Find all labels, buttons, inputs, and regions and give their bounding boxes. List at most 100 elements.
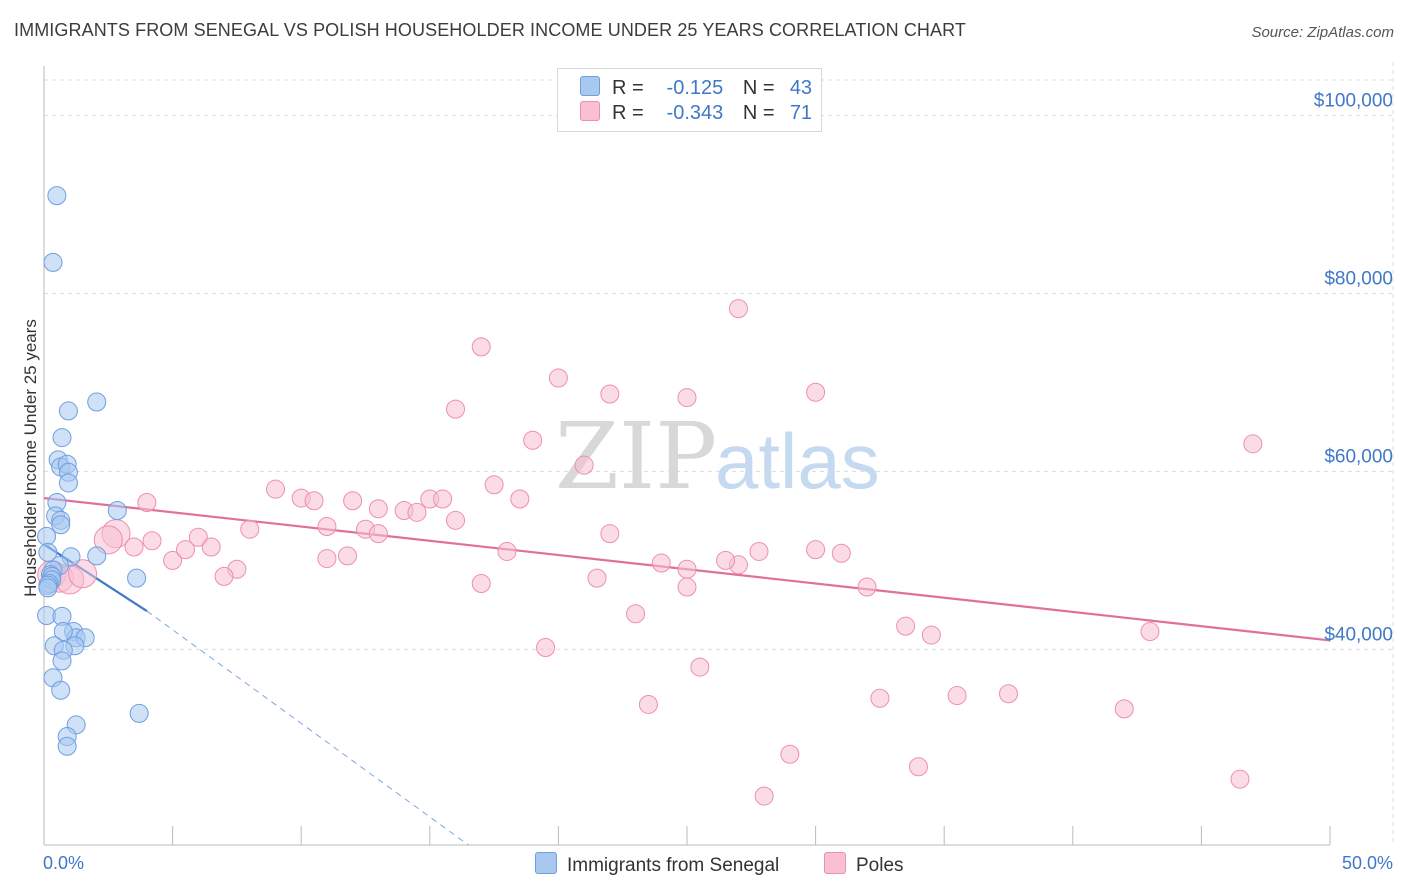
data-point — [142, 531, 162, 551]
data-point — [831, 543, 851, 563]
data-point — [52, 428, 72, 448]
data-point — [407, 502, 427, 522]
data-point — [1230, 769, 1250, 789]
y-tick-label: $60,000 — [1324, 446, 1393, 467]
data-point — [38, 578, 58, 598]
data-point — [368, 499, 388, 519]
data-point — [471, 573, 491, 593]
data-point — [896, 616, 916, 636]
data-point — [188, 527, 208, 547]
data-point — [317, 549, 337, 569]
source-label: Source: ZipAtlas.com — [1251, 24, 1394, 41]
data-point — [446, 510, 466, 530]
data-point — [87, 392, 107, 412]
trend-lines — [43, 496, 1331, 846]
data-point — [690, 657, 710, 677]
data-point — [908, 757, 928, 777]
data-point — [343, 491, 363, 511]
data-point — [53, 622, 73, 642]
data-point — [1114, 699, 1134, 719]
data-point — [163, 550, 183, 570]
data-point — [304, 491, 324, 511]
chart-title: IMMIGRANTS FROM SENEGAL VS POLISH HOUSEH… — [14, 20, 966, 40]
poles-swatch-icon — [580, 101, 600, 121]
data-point — [806, 540, 826, 560]
data-point — [587, 568, 607, 588]
y-axis-title: Householder Income Under 25 years — [21, 319, 40, 597]
data-point — [433, 489, 453, 509]
senegal-legend-swatch-icon — [535, 852, 557, 874]
data-point — [677, 559, 697, 579]
series-poles — [37, 299, 1263, 806]
data-point — [446, 399, 466, 419]
data-point — [548, 368, 568, 388]
data-point — [651, 553, 671, 573]
x-tick-max: 50.0% — [1342, 853, 1393, 873]
watermark-zip: ZIP — [555, 403, 717, 510]
data-point — [536, 638, 556, 658]
data-point — [999, 684, 1018, 704]
data-point — [129, 703, 149, 723]
senegal-n-value: 43 — [789, 77, 813, 99]
data-point — [716, 550, 736, 570]
legend-row-poles: R = -0.343 N = 71 — [580, 101, 812, 127]
data-point — [806, 382, 826, 402]
data-point — [87, 546, 107, 566]
watermark: ZIP atlas — [555, 403, 880, 510]
data-point — [137, 493, 157, 513]
data-point — [626, 604, 646, 624]
data-point — [870, 688, 890, 708]
data-points — [37, 186, 1263, 806]
data-point — [127, 568, 147, 588]
data-point — [57, 736, 77, 756]
data-point — [240, 519, 260, 539]
data-point — [921, 625, 941, 645]
data-point — [52, 651, 72, 671]
data-point — [638, 694, 658, 714]
poles-n-value: 71 — [789, 102, 813, 124]
data-point — [1140, 622, 1160, 642]
data-point — [1243, 434, 1263, 454]
data-point — [471, 337, 491, 357]
data-point — [728, 299, 748, 319]
data-point — [317, 517, 337, 537]
data-point — [947, 686, 967, 706]
y-tick-label: $40,000 — [1324, 624, 1393, 645]
data-point — [107, 501, 127, 521]
data-point — [47, 186, 67, 206]
senegal-r-value: -0.125 — [666, 77, 724, 99]
data-point — [51, 515, 71, 535]
data-point — [497, 541, 517, 561]
data-point — [337, 546, 357, 566]
data-point — [38, 542, 58, 562]
watermark-atlas: atlas — [715, 417, 880, 505]
data-point — [754, 786, 774, 806]
trend-extension-senegal — [146, 610, 469, 846]
senegal-swatch-icon — [580, 76, 600, 96]
data-point — [175, 540, 195, 560]
axis-labels: Householder Income Under 25 years 0.0% 5… — [21, 91, 1393, 873]
data-point — [93, 525, 123, 555]
data-point — [523, 430, 543, 450]
y-tick-label: $100,000 — [1314, 91, 1393, 112]
data-point — [749, 541, 769, 561]
data-point — [677, 577, 697, 597]
data-point — [58, 401, 78, 421]
data-point — [780, 744, 800, 764]
data-point — [43, 252, 63, 272]
y-tick-label: $80,000 — [1324, 268, 1393, 289]
data-point — [51, 680, 71, 700]
data-point — [600, 524, 620, 544]
data-point — [677, 388, 697, 408]
axes — [43, 66, 1331, 846]
data-point — [368, 524, 388, 544]
data-point — [58, 473, 78, 493]
data-point — [214, 566, 234, 586]
poles-r-value: -0.343 — [666, 102, 724, 124]
x-tick-min: 0.0% — [43, 853, 84, 873]
data-point — [265, 479, 285, 499]
correlation-legend: R = -0.125 N = 43 R = -0.343 N = 71 — [557, 68, 822, 132]
data-point — [484, 475, 504, 495]
data-point — [201, 537, 221, 557]
